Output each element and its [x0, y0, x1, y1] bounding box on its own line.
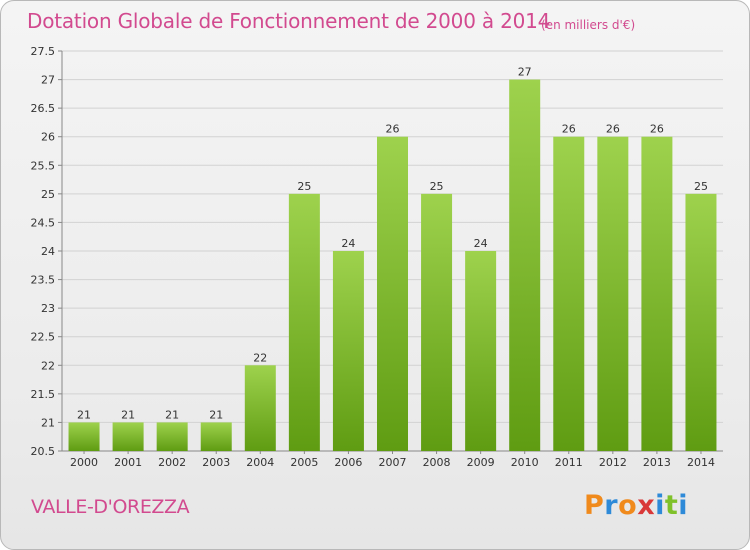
x-tick-label: 2012 [599, 456, 627, 469]
logo-letter: x [637, 490, 656, 521]
data-label: 27 [518, 66, 532, 79]
data-label: 21 [165, 408, 179, 421]
logo-letter: t [664, 490, 679, 521]
data-label: 26 [386, 123, 400, 136]
x-tick-label: 2008 [423, 456, 451, 469]
logo-letter: o [618, 490, 638, 521]
logo-letter: i [655, 490, 665, 521]
bar-2013[interactable] [641, 136, 673, 451]
data-label: 21 [77, 408, 91, 421]
bar-2012[interactable] [597, 136, 629, 451]
chart-title: Dotation Globale de Fonctionnement de 20… [27, 9, 551, 33]
x-tick-label: 2010 [511, 456, 539, 469]
y-tick-label: 22.5 [31, 331, 56, 344]
x-tick-label: 2002 [158, 456, 186, 469]
x-tick-label: 2014 [687, 456, 715, 469]
bar-2003[interactable] [200, 422, 232, 451]
bars [68, 79, 717, 452]
y-tick-label: 26 [41, 131, 55, 144]
y-tick-label: 27 [41, 74, 55, 87]
bar-2014[interactable] [685, 193, 717, 451]
x-tick-label: 2004 [246, 456, 274, 469]
data-label: 26 [606, 123, 620, 136]
data-label: 25 [297, 180, 311, 193]
data-label: 21 [121, 408, 135, 421]
x-tick-label: 2007 [379, 456, 407, 469]
y-tick-label: 22 [41, 359, 55, 372]
y-tick-label: 24.5 [31, 216, 56, 229]
y-tick-label: 23 [41, 302, 55, 315]
data-label: 24 [341, 237, 355, 250]
y-tick-label: 20.5 [31, 445, 56, 458]
x-tick-label: 2013 [643, 456, 671, 469]
bar-2011[interactable] [553, 136, 585, 451]
bar-2005[interactable] [288, 193, 320, 451]
data-label: 26 [650, 123, 664, 136]
logo-letter: r [604, 490, 619, 521]
bar-2006[interactable] [332, 251, 364, 451]
proxiti-logo[interactable]: Proxiti [584, 490, 688, 521]
bar-2004[interactable] [244, 365, 276, 451]
x-tick-label: 2000 [70, 456, 98, 469]
bar-2002[interactable] [156, 422, 188, 451]
data-label: 25 [430, 180, 444, 193]
x-tick-label: 2009 [467, 456, 495, 469]
bar-2008[interactable] [421, 193, 453, 451]
y-tick-label: 27.5 [31, 45, 56, 58]
bar-2010[interactable] [509, 79, 541, 452]
x-tick-label: 2003 [202, 456, 230, 469]
bar-2001[interactable] [112, 422, 144, 451]
y-tick-label: 23.5 [31, 274, 56, 287]
commune-name: VALLE-D'OREZZA [31, 496, 190, 518]
x-tick-label: 2006 [334, 456, 362, 469]
bar-2007[interactable] [377, 136, 408, 451]
y-tick-label: 21 [41, 416, 55, 429]
y-tick-label: 25 [41, 188, 55, 201]
logo-letter: i [678, 490, 689, 521]
x-tick-label: 2001 [114, 456, 142, 469]
data-label: 21 [209, 408, 223, 421]
bar-2000[interactable] [68, 422, 100, 451]
y-tick-label: 24 [41, 245, 55, 258]
data-labels: 21 21 21 21 22 25 24 26 25 24 27 26 26 26 25 [77, 66, 708, 422]
data-label: 22 [253, 351, 267, 364]
x-tick-label: 2011 [555, 456, 583, 469]
bar-2009[interactable] [465, 251, 497, 451]
logo-letter: P [584, 490, 605, 521]
x-tick-label: 2005 [290, 456, 318, 469]
y-tick-label: 26.5 [31, 102, 56, 115]
data-label: 24 [474, 237, 488, 250]
data-label: 25 [694, 180, 708, 193]
y-tick-label: 21.5 [31, 388, 56, 401]
data-label: 26 [562, 123, 576, 136]
y-tick-label: 25.5 [31, 159, 56, 172]
chart-unit-label: (en milliers d'€) [541, 18, 636, 32]
